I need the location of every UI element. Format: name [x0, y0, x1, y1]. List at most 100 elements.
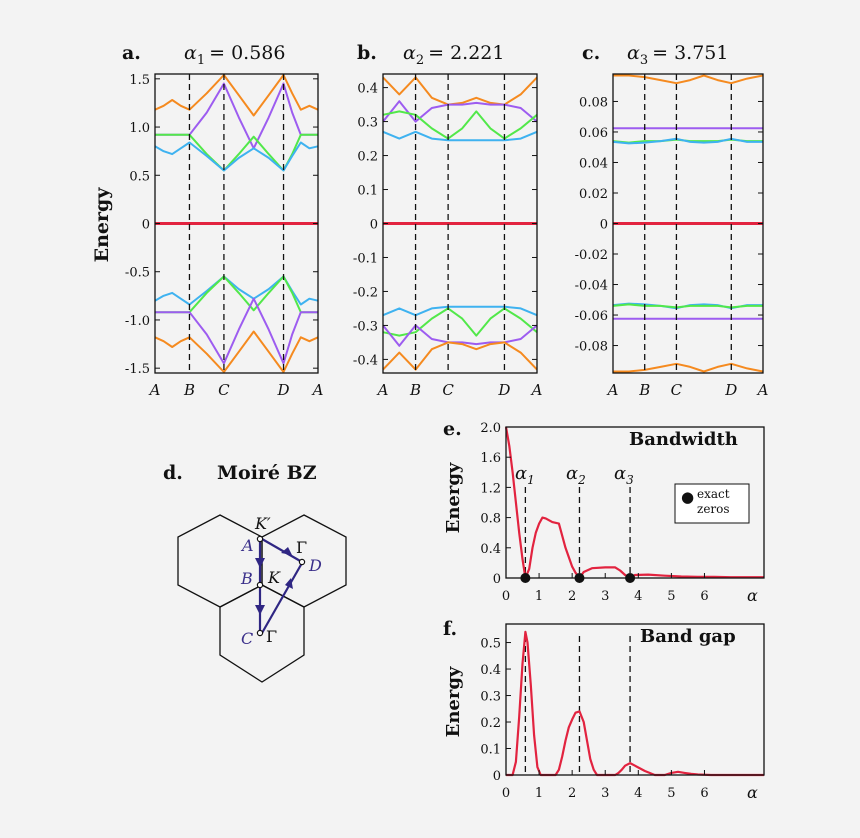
k-point-label: B [183, 381, 195, 399]
band-blue-5 [382, 305, 538, 317]
panel-e-plot: 0 0.4 0.8 1.2 1.6 2.0 0 1 2 3 4 5 6 [480, 421, 765, 604]
panel-a-ylabel: Energy [91, 187, 113, 263]
y-tick-label: 0.1 [480, 743, 501, 758]
alpha-value: = 0.586 [209, 42, 285, 64]
x-tick-label: 4 [634, 589, 642, 604]
panel-a-label: a. [122, 42, 141, 64]
hexagon-bottom [219, 584, 305, 683]
band-blue-5 [154, 275, 319, 306]
band-blue-3 [154, 141, 319, 172]
y-tick-label: 0.06 [579, 126, 608, 141]
y-tick-label: -0.5 [125, 266, 150, 281]
y-tick-label: 0.02 [579, 187, 608, 202]
y-tick-label: 0 [370, 218, 378, 233]
x-tick-label: 6 [700, 589, 708, 604]
alpha-symbol: α [627, 42, 640, 64]
alpha-value: = 3.751 [652, 42, 728, 64]
panel-a-band-structure: a. α1 = 0.586 Energy [91, 42, 285, 262]
arrow-down-2 [255, 605, 265, 615]
panel-f-labels: f. Band gap Energy α [443, 618, 758, 802]
y-tick-label: -1.0 [125, 314, 150, 329]
panel-d-moire-bz: d. Moiré BZ A B C D K′ K [163, 462, 347, 683]
legend-frame [674, 483, 750, 524]
panel-c-title: α3 = 3.751 [627, 42, 728, 68]
band-orange-8 [382, 341, 538, 371]
alpha-symbol: α [403, 42, 416, 64]
y-tick-label: 0.5 [129, 169, 150, 184]
x-tick-label: 2 [568, 786, 576, 801]
point-label-k: K [267, 568, 281, 587]
band-gap-curve [506, 630, 764, 777]
panel-b-label: b. [357, 42, 377, 64]
band-blue-3 [612, 137, 763, 145]
band-orange-8 [154, 330, 319, 373]
y-tick-label: -0.02 [575, 248, 608, 263]
alpha-value: = 2.221 [428, 42, 504, 64]
band-purple-1 [382, 100, 538, 123]
panel-a-plot: -1.5 -1.0 -0.5 0 0.5 1.0 1.5 A B C D A [125, 73, 324, 399]
path-segment-d-a [261, 538, 303, 563]
hexagon-left [177, 514, 263, 608]
arrow-up-left [281, 547, 292, 555]
k-point-label: D [497, 381, 510, 399]
y-tick-label: 0 [493, 572, 501, 587]
y-tick-label: 0.3 [357, 116, 378, 131]
y-tick-label: 0.4 [357, 82, 378, 97]
panel-d-title: Moiré BZ [217, 462, 317, 484]
band-purple-7 [155, 297, 318, 365]
k-point-label: A [530, 381, 543, 399]
panel-f-ylabel: Energy [443, 666, 464, 737]
arrow-up-right [285, 578, 293, 589]
panel-b-band-structure: b. α2 = 2.221 [357, 42, 504, 68]
x-tick-label: 1 [535, 786, 543, 801]
y-tick-label: -0.3 [353, 319, 378, 334]
legend-text-line2: zeros [697, 502, 730, 516]
x-tick-label: 2 [568, 589, 576, 604]
y-tick-label: 1.5 [129, 73, 150, 88]
y-tick-label: 0.2 [480, 716, 501, 731]
node-c [256, 629, 264, 637]
node-a [256, 535, 264, 543]
band-green-6 [612, 303, 763, 309]
panel-b-plot: -0.4 -0.3 -0.2 -0.1 0 0.1 0.2 0.3 0.4 A B C D A [353, 73, 543, 399]
y-tick-label: 0.8 [480, 512, 501, 527]
point-label-kprime: K′ [254, 514, 271, 533]
point-label-a: A [240, 536, 254, 555]
arrow-down-1 [255, 558, 265, 568]
x-tick-label: 3 [601, 786, 609, 801]
y-tick-label: 0.4 [480, 542, 501, 557]
panel-e-label: e. [443, 418, 462, 440]
alpha3-marker-label: α3 [614, 463, 634, 487]
y-tick-label: 1.2 [480, 481, 501, 496]
k-point-label: A [376, 381, 389, 399]
point-label-b: B [240, 569, 253, 588]
alpha-subscript: 2 [416, 53, 424, 68]
point-label-d: D [308, 556, 322, 575]
k-point-label: A [148, 381, 161, 399]
x-tick-label: 0 [502, 589, 510, 604]
band-green-6 [382, 307, 538, 337]
panel-e-title: Bandwidth [629, 429, 738, 450]
path-nodes [256, 535, 306, 637]
panel-e-labels: e. Bandwidth Energy α α1 α2 α3 ● exact z… [443, 418, 758, 605]
band-green-2 [382, 110, 538, 140]
k-point-label: A [311, 381, 324, 399]
y-tick-label: 0.04 [579, 156, 608, 171]
point-label-gamma-top: Γ [296, 538, 307, 557]
panel-f-xlabel: α [747, 783, 758, 802]
y-tick-label: -0.04 [575, 279, 608, 294]
panel-c-label: c. [582, 42, 600, 64]
alpha1-marker-label: α1 [515, 463, 535, 487]
y-tick-label: 1.0 [129, 121, 150, 136]
panel-c-plot: -0.08 -0.06 -0.04 -0.02 0 0.02 0.04 0.06 0.08 A B C… [575, 73, 769, 399]
x-tick-label: 3 [601, 589, 609, 604]
alpha-subscript: 3 [640, 53, 648, 68]
band-green-2 [155, 133, 318, 172]
plot-frame [505, 623, 765, 776]
k-point-label: C [671, 381, 683, 399]
legend-box: ● exact zeros [674, 483, 750, 524]
panel-f-title: Band gap [640, 626, 736, 647]
x-tick-label: 1 [535, 589, 543, 604]
y-tick-label: 0 [600, 218, 608, 233]
